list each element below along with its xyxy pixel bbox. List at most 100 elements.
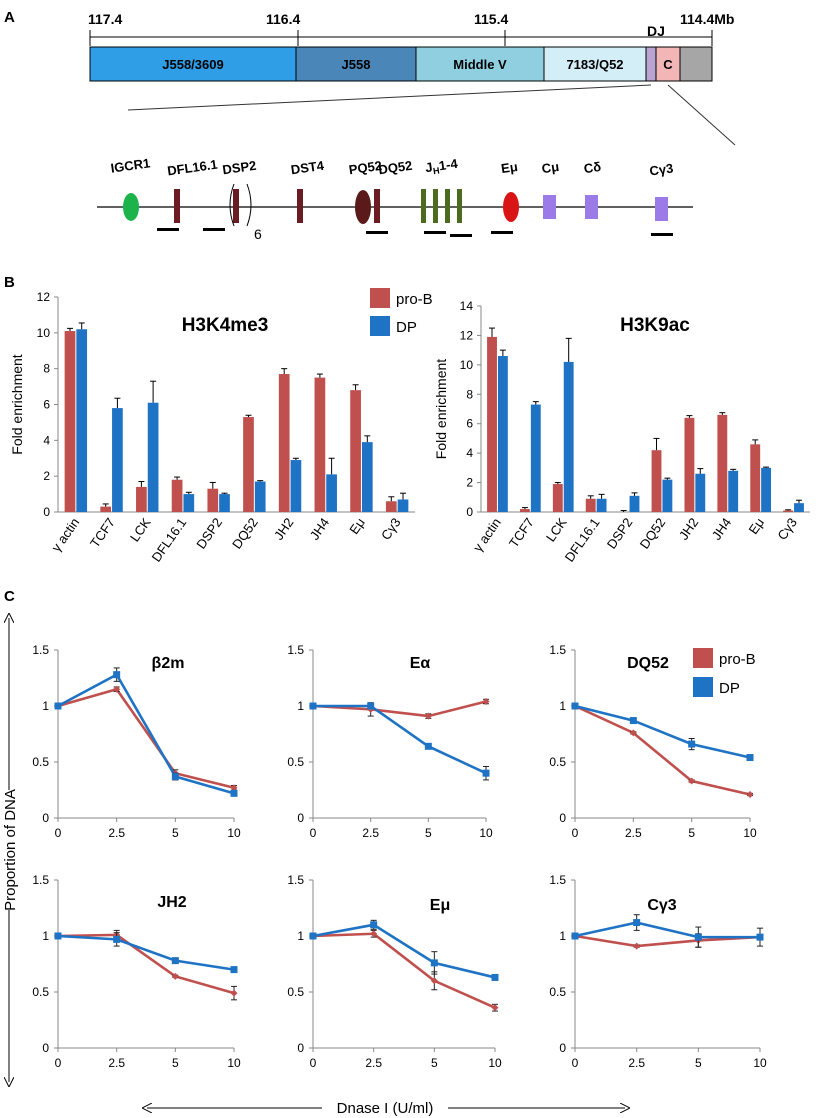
bar bbox=[487, 336, 497, 512]
data-point bbox=[756, 933, 764, 941]
x-tick-label: 10 bbox=[488, 1056, 502, 1070]
x-tick-label: 5 bbox=[172, 1056, 179, 1070]
bar bbox=[219, 494, 230, 512]
y-tick-label: 1.5 bbox=[32, 643, 49, 657]
segment-label: 7183/Q52 bbox=[566, 57, 623, 72]
y-tick-label: 0.5 bbox=[287, 985, 304, 999]
data-point bbox=[230, 784, 238, 792]
x-tick-label: TCF7 bbox=[87, 515, 118, 550]
y-axis-label: Fold enrichment bbox=[433, 359, 449, 459]
x-tick-label: 10 bbox=[227, 826, 241, 840]
x-tick-label: 10 bbox=[743, 826, 757, 840]
cgamma3-gene bbox=[655, 197, 668, 221]
bar bbox=[717, 414, 728, 512]
dsp2-bracket-left bbox=[229, 183, 235, 227]
x-tick-label: 5 bbox=[425, 826, 432, 840]
cdelta-label: Cδ bbox=[583, 159, 602, 176]
segment-c bbox=[655, 46, 681, 82]
bar bbox=[651, 450, 662, 512]
x-tick-label: 5 bbox=[172, 826, 179, 840]
cmu-label: Cμ bbox=[541, 159, 560, 176]
data-point bbox=[54, 702, 62, 710]
y-tick-label: 1 bbox=[297, 699, 304, 713]
dq52-gene bbox=[374, 189, 380, 223]
chart-title: JH2 bbox=[157, 894, 186, 911]
data-point bbox=[571, 702, 579, 710]
bar bbox=[552, 484, 563, 512]
x-tick-label: Eμ bbox=[346, 515, 368, 537]
data-point bbox=[571, 932, 579, 940]
series-line bbox=[312, 923, 496, 979]
y-tick-label: 0.5 bbox=[32, 755, 49, 769]
jh-label-sub: H bbox=[432, 165, 440, 176]
y-tick-label: 2 bbox=[466, 476, 473, 490]
amplicon-bar bbox=[491, 231, 513, 234]
data-point bbox=[54, 932, 62, 940]
panel-c-y-axis-label: Proportion of DNA bbox=[2, 618, 19, 1082]
y-tick-label: 1 bbox=[42, 699, 49, 713]
x-tick-label: 5 bbox=[688, 826, 695, 840]
data-point bbox=[230, 966, 238, 974]
legend-swatch-pro-b bbox=[693, 648, 713, 668]
x-tick-label: Eμ bbox=[746, 515, 768, 537]
y-axis-label: Fold enrichment bbox=[9, 354, 25, 454]
x-tick-label: 0 bbox=[55, 1056, 62, 1070]
bar bbox=[147, 402, 159, 512]
scale-label: 116.4 bbox=[266, 11, 300, 27]
y-tick-label: 8 bbox=[43, 362, 50, 376]
series-line bbox=[57, 687, 235, 790]
bar bbox=[530, 404, 541, 512]
y-tick-label: 0.5 bbox=[287, 755, 304, 769]
y-tick-label: 0 bbox=[43, 505, 50, 519]
bar bbox=[695, 473, 706, 512]
panel-c-label: C bbox=[4, 588, 15, 605]
data-point bbox=[482, 698, 490, 706]
data-point bbox=[491, 973, 499, 981]
series-line bbox=[574, 921, 760, 939]
x-tick-label: 10 bbox=[227, 1056, 241, 1070]
y-tick-label: 2 bbox=[43, 469, 50, 483]
bar bbox=[326, 474, 337, 512]
y-tick-label: 10 bbox=[460, 358, 474, 372]
bar bbox=[207, 488, 219, 512]
y-tick-label: 1 bbox=[559, 699, 566, 713]
x-axis-title: Dnase I (U/ml) bbox=[337, 1100, 434, 1117]
series-line bbox=[574, 934, 761, 948]
y-tick-label: 6 bbox=[43, 398, 50, 412]
dfl161-gene bbox=[174, 189, 180, 223]
series-line bbox=[312, 700, 487, 718]
zoom-line bbox=[127, 84, 652, 111]
cmu-gene bbox=[543, 195, 556, 219]
x-tick-label: JH2 bbox=[676, 515, 702, 543]
chart-title: H3K9ac bbox=[620, 315, 690, 336]
data-point bbox=[633, 942, 641, 950]
jh3-gene bbox=[445, 189, 450, 223]
y-tick-label: 1.5 bbox=[287, 643, 304, 657]
data-point bbox=[230, 989, 238, 997]
jh-label: JH1-4 bbox=[424, 156, 459, 177]
x-tick-label: γ actin bbox=[470, 515, 504, 554]
legend-swatch-pro-b bbox=[370, 288, 390, 308]
x-tick-label: 2.5 bbox=[108, 1056, 125, 1070]
series-line bbox=[57, 933, 235, 995]
dsp2-copies: 6 bbox=[254, 226, 262, 242]
bar bbox=[750, 444, 761, 512]
segment-label: J558 bbox=[342, 57, 371, 72]
x-tick-label: γ actin bbox=[48, 515, 82, 554]
amplicon-bar bbox=[651, 233, 673, 236]
y-tick-label: 0 bbox=[559, 811, 566, 825]
data-point bbox=[629, 717, 637, 725]
amplicon-bar bbox=[450, 234, 472, 237]
series-line bbox=[313, 704, 487, 775]
x-tick-label: 10 bbox=[479, 826, 493, 840]
series-line bbox=[574, 704, 751, 759]
y-tick-label: 12 bbox=[460, 328, 474, 342]
chart-title: H3K4me3 bbox=[182, 315, 269, 336]
dsp2-bracket-right bbox=[246, 183, 252, 227]
data-point bbox=[430, 977, 438, 985]
chart-title: Eα bbox=[410, 655, 431, 672]
segment-label: J558/3609 bbox=[162, 57, 223, 72]
data-point bbox=[430, 959, 438, 967]
y-tick-label: 0 bbox=[297, 811, 304, 825]
